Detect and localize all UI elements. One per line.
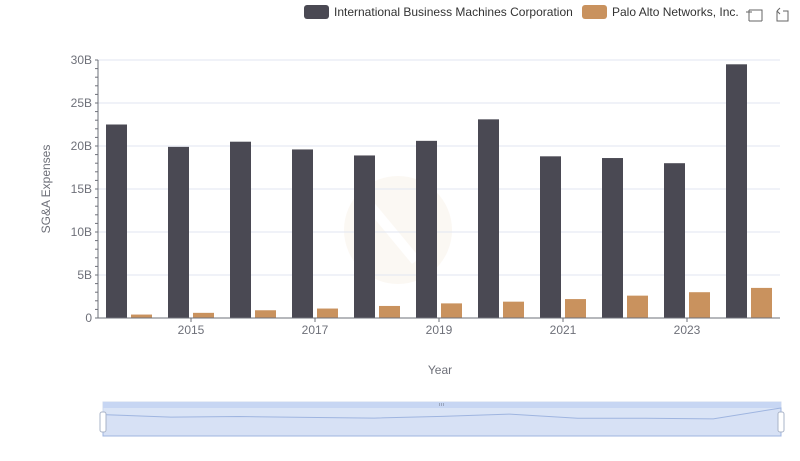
y-tick-label: 0 [85, 311, 92, 325]
legend-label: Palo Alto Networks, Inc. [612, 5, 739, 19]
slider-handle-right[interactable] [777, 411, 785, 433]
bar-2016-palo-alto[interactable] [255, 310, 276, 318]
bar-2015-ibm[interactable] [168, 146, 189, 318]
x-tick-label: 2019 [426, 323, 453, 337]
bar-2022-palo-alto[interactable] [627, 295, 648, 318]
bar-2014-ibm[interactable] [106, 124, 127, 319]
y-tick-label: 20B [71, 139, 92, 153]
bar-2020-palo-alto[interactable] [503, 301, 524, 318]
y-tick-label: 5B [77, 268, 92, 282]
legend-label: International Business Machines Corporat… [334, 5, 573, 19]
zoom-icon[interactable] [746, 9, 763, 22]
bar-2024-ibm[interactable] [726, 64, 747, 318]
bar-2017-palo-alto[interactable] [317, 308, 338, 318]
y-tick-label: 25B [71, 96, 92, 110]
slider-preview-line [102, 407, 782, 437]
x-tick-label: 2015 [178, 323, 205, 337]
x-axis-title: Year [428, 363, 452, 377]
x-tick-label: 2023 [674, 323, 701, 337]
bar-2021-palo-alto[interactable] [565, 299, 586, 318]
slider-drag-grip[interactable] [439, 403, 444, 406]
bar-2019-palo-alto[interactable] [441, 303, 462, 318]
bar-2017-ibm[interactable] [292, 149, 313, 318]
bar-2021-ibm[interactable] [540, 156, 561, 318]
bar-group [106, 64, 772, 318]
x-tick-label: 2017 [302, 323, 329, 337]
legend-swatch [304, 5, 329, 19]
bar-2020-ibm[interactable] [478, 119, 499, 318]
slider-handle-left[interactable] [99, 411, 107, 433]
y-tick-label: 10B [71, 225, 92, 239]
bar-2016-ibm[interactable] [230, 141, 251, 318]
bar-2018-ibm[interactable] [354, 155, 375, 318]
zoom-reset-icon[interactable] [776, 7, 789, 22]
bar-2023-ibm[interactable] [664, 163, 685, 318]
y-tick-label: 30B [71, 53, 92, 67]
y-axis-title: SG&A Expenses [39, 145, 53, 234]
bar-2019-ibm[interactable] [416, 140, 437, 318]
legend: International Business Machines Corporat… [304, 5, 739, 19]
bar-2014-palo-alto[interactable] [131, 314, 152, 318]
legend-swatch [582, 5, 607, 19]
bar-2022-ibm[interactable] [602, 158, 623, 318]
axes: 0 5B 10B 15B 20B 25B 30B 2015 2017 2019 2021 2023 [71, 53, 780, 337]
y-tick-label: 15B [71, 182, 92, 196]
bar-2024-palo-alto[interactable] [751, 287, 772, 318]
data-zoom-slider[interactable] [99, 401, 785, 437]
x-tick-label: 2021 [550, 323, 577, 337]
legend-item-ibm[interactable]: International Business Machines Corporat… [304, 5, 573, 19]
bar-2023-palo-alto[interactable] [689, 292, 710, 318]
bar-2015-palo-alto[interactable] [193, 312, 214, 318]
legend-item-palo-alto[interactable]: Palo Alto Networks, Inc. [582, 5, 739, 19]
bar-2018-palo-alto[interactable] [379, 305, 400, 318]
